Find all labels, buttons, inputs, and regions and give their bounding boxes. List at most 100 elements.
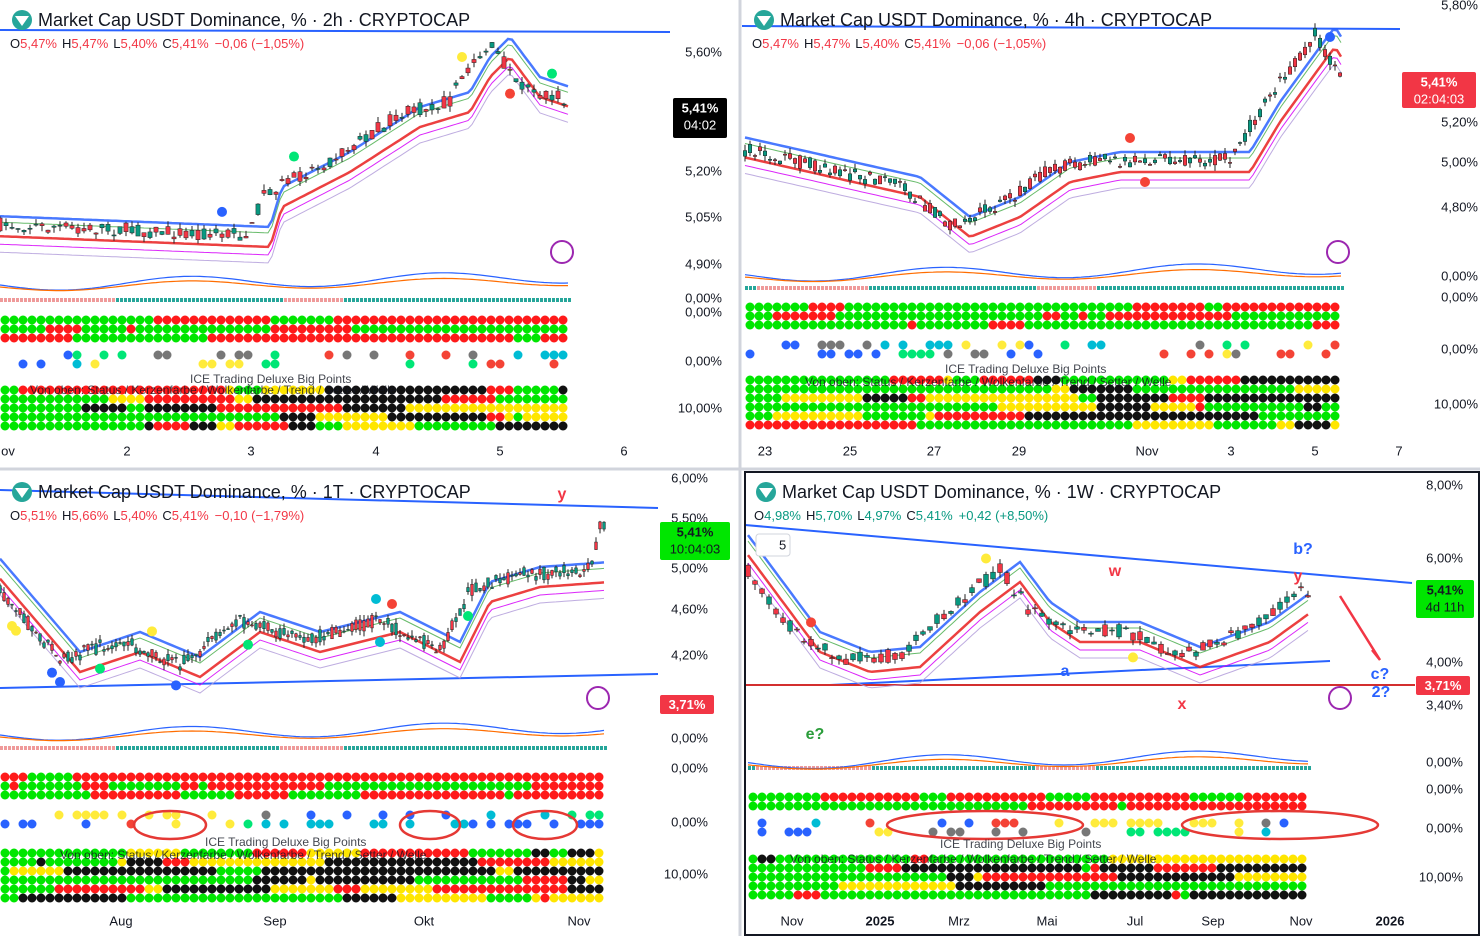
- status-dot: [252, 403, 262, 413]
- status-dot: [225, 333, 235, 343]
- status-dot: [594, 866, 604, 876]
- status-dot: [1009, 863, 1019, 873]
- status-dot: [766, 881, 776, 891]
- status-dot: [72, 893, 82, 903]
- status-dot: [928, 792, 938, 802]
- status-dot: [126, 315, 136, 325]
- status-dot: [486, 359, 496, 369]
- status-dot: [1267, 402, 1277, 412]
- status-dot: [144, 385, 154, 395]
- status-dot: [916, 384, 926, 394]
- status-dot: [513, 781, 523, 791]
- status-dot: [1279, 854, 1289, 864]
- candle-body: [478, 587, 482, 592]
- ohlc-value: 5,41%: [914, 36, 951, 51]
- status-dot: [1321, 420, 1331, 430]
- histogram-bar: [216, 298, 219, 302]
- status-dot: [1153, 818, 1163, 828]
- status-dot: [1168, 375, 1178, 385]
- histogram-bar: [84, 298, 87, 302]
- alert-icon[interactable]: [1326, 240, 1350, 264]
- status-dot: [1042, 311, 1052, 321]
- status-dot: [856, 863, 866, 873]
- time-axis-label: Aug: [109, 913, 132, 928]
- status-dot: [1177, 393, 1187, 403]
- status-dot: [1159, 311, 1169, 321]
- status-dot: [378, 893, 388, 903]
- status-dot: [234, 781, 244, 791]
- interval-value[interactable]: 5: [779, 537, 786, 552]
- alert-icon[interactable]: [550, 240, 574, 264]
- status-dot: [450, 848, 460, 858]
- status-dot: [1105, 302, 1115, 312]
- status-dot: [847, 854, 857, 864]
- status-dot: [1267, 420, 1277, 430]
- status-dot: [763, 411, 773, 421]
- status-dot: [1024, 393, 1034, 403]
- status-dot: [1054, 890, 1064, 900]
- status-dot: [1195, 311, 1205, 321]
- alert-icon[interactable]: [586, 686, 610, 710]
- alert-icon[interactable]: [1328, 686, 1352, 710]
- status-dot: [558, 350, 568, 360]
- candle-body: [899, 652, 905, 659]
- status-dot: [513, 875, 523, 885]
- status-dot: [952, 420, 962, 430]
- candle-body: [843, 658, 849, 665]
- status-dot: [937, 792, 947, 802]
- candle-body: [158, 661, 162, 663]
- price-tag-value: 3,71%: [1425, 678, 1462, 693]
- status-dot: [216, 875, 226, 885]
- histogram-bar: [909, 286, 912, 290]
- status-dot: [522, 848, 532, 858]
- status-dot: [1060, 420, 1070, 430]
- status-dot: [279, 790, 289, 800]
- status-dot: [108, 315, 118, 325]
- status-dot: [1216, 881, 1226, 891]
- candle-body: [1018, 185, 1022, 196]
- status-dot: [883, 881, 893, 891]
- status-dot: [811, 872, 821, 882]
- status-dot: [216, 866, 226, 876]
- status-dot: [477, 781, 487, 791]
- status-dot: [117, 857, 127, 867]
- status-dot: [916, 402, 926, 412]
- histogram-bar: [304, 746, 307, 750]
- status-dot: [306, 324, 316, 334]
- status-dot: [1141, 402, 1151, 412]
- candle-body: [1123, 156, 1127, 162]
- status-dot: [495, 875, 505, 885]
- candle-body: [1193, 155, 1197, 159]
- status-dot: [811, 890, 821, 900]
- time-axis-label: Nov: [780, 913, 804, 928]
- status-dot: [243, 315, 253, 325]
- status-dot: [585, 893, 595, 903]
- interval-button[interactable]: [755, 533, 791, 557]
- status-dot: [405, 403, 415, 413]
- status-dot: [748, 872, 758, 882]
- status-dot: [763, 393, 773, 403]
- status-dot: [504, 324, 514, 334]
- status-dot: [1285, 402, 1295, 412]
- status-dot: [27, 333, 37, 343]
- status-dot: [829, 890, 839, 900]
- status-dot: [333, 412, 343, 422]
- status-dot: [835, 320, 845, 330]
- status-dot: [315, 772, 325, 782]
- histogram-bar: [880, 766, 883, 770]
- signal-point: [217, 206, 227, 217]
- candle-body: [309, 166, 315, 169]
- status-dot: [946, 881, 956, 891]
- status-dot: [790, 420, 800, 430]
- histogram-bar: [96, 746, 99, 750]
- candle-body: [586, 562, 590, 570]
- status-dot: [63, 315, 73, 325]
- candle-body: [70, 657, 74, 663]
- candle-body: [968, 218, 972, 222]
- status-dot: [1060, 340, 1070, 350]
- status-dot: [504, 421, 514, 431]
- status-dot: [988, 384, 998, 394]
- status-dot: [126, 790, 136, 800]
- status-dot: [826, 393, 836, 403]
- status-dot: [1159, 320, 1169, 330]
